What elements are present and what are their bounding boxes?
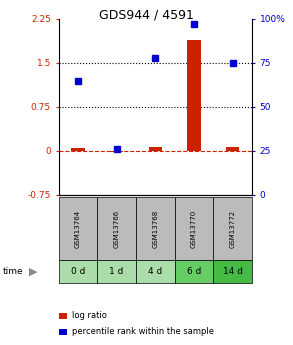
Text: ▶: ▶ bbox=[29, 267, 38, 277]
Bar bbox=[187, 39, 201, 151]
Text: log ratio: log ratio bbox=[72, 311, 107, 320]
Text: GSM13768: GSM13768 bbox=[152, 209, 158, 248]
Text: time: time bbox=[3, 267, 23, 276]
Text: GSM13764: GSM13764 bbox=[75, 209, 81, 248]
Text: GSM13772: GSM13772 bbox=[230, 209, 236, 248]
Text: 0 d: 0 d bbox=[71, 267, 85, 276]
Text: GSM13766: GSM13766 bbox=[114, 209, 120, 248]
Text: GSM13770: GSM13770 bbox=[191, 209, 197, 248]
Text: GDS944 / 4591: GDS944 / 4591 bbox=[99, 9, 194, 22]
Text: 4 d: 4 d bbox=[148, 267, 162, 276]
Text: 6 d: 6 d bbox=[187, 267, 201, 276]
Text: 1 d: 1 d bbox=[109, 267, 124, 276]
Bar bbox=[110, 151, 123, 152]
Bar bbox=[71, 148, 85, 151]
Text: percentile rank within the sample: percentile rank within the sample bbox=[72, 327, 214, 336]
Bar bbox=[149, 147, 162, 151]
Text: 14 d: 14 d bbox=[223, 267, 243, 276]
Bar bbox=[226, 147, 239, 151]
